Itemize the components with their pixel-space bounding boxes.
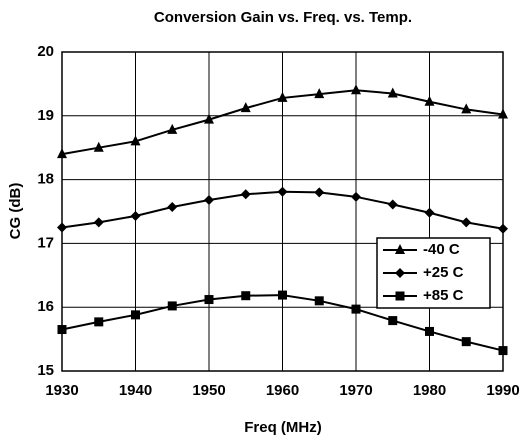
marker [204,113,214,124]
marker [351,304,361,314]
y-tick-label: 15 [37,362,54,379]
marker [498,223,508,234]
marker [241,291,251,301]
y-tick-label: 17 [37,234,54,251]
marker [130,210,141,221]
legend-label: +25 C [423,264,464,281]
marker [167,202,178,213]
marker [395,244,405,254]
marker [204,295,214,305]
legend-label: -40 C [423,241,460,258]
x-tick-label: 1980 [413,382,446,399]
marker [461,103,472,114]
marker [130,135,141,146]
marker [498,108,508,119]
chart-title: Conversion Gain vs. Freq. vs. Temp. [154,9,412,26]
marker [351,191,361,202]
marker [93,217,104,228]
marker [277,91,288,102]
marker [395,291,405,301]
marker [461,337,471,347]
x-tick-label: 1950 [192,382,225,399]
marker [351,84,361,95]
x-tick-label: 1970 [339,382,372,399]
x-tick-label: 1930 [45,382,78,399]
marker [461,217,472,228]
marker [277,186,288,197]
y-tick-label: 18 [37,171,54,188]
marker [387,199,398,210]
marker [57,325,67,335]
marker [57,148,67,159]
y-tick-label: 19 [37,107,54,124]
x-tick-label: 1940 [119,382,152,399]
marker [167,123,178,134]
marker [395,268,405,278]
marker [93,141,104,152]
x-axis-label: Freq (MHz) [244,419,322,436]
y-tick-label: 20 [37,43,54,60]
marker [424,95,435,106]
marker [240,102,251,113]
y-tick-label: 16 [37,298,54,315]
x-tick-label: 1990 [486,382,519,399]
marker [167,301,177,311]
y-axis-label: CG (dB) [7,183,24,240]
marker [57,222,67,233]
marker [498,346,508,356]
marker [314,88,325,99]
marker [388,316,398,326]
plot-frame [61,51,504,372]
legend-label: +85 C [423,287,464,304]
x-tick-label: 1960 [266,382,299,399]
marker [314,296,324,306]
marker [204,195,214,206]
marker [387,87,398,98]
marker [240,189,251,200]
marker [424,207,435,218]
marker [278,290,287,300]
marker [425,326,434,336]
marker [131,310,140,320]
marker [94,317,104,327]
marker [314,187,325,198]
